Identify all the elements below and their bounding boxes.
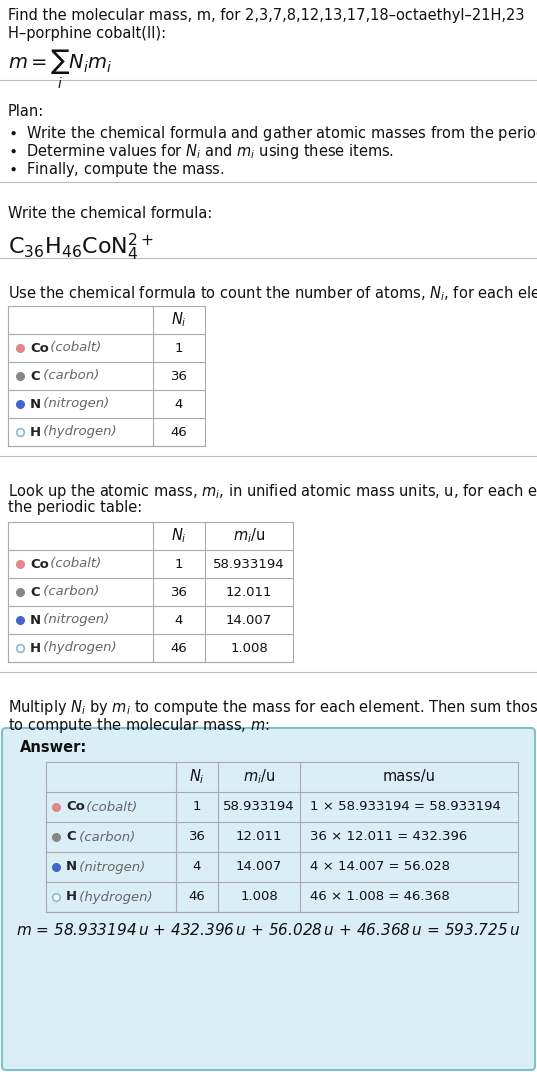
Text: mass/u: mass/u bbox=[382, 770, 436, 785]
Text: 46: 46 bbox=[188, 890, 205, 903]
Text: 14.007: 14.007 bbox=[226, 613, 272, 626]
Text: 36: 36 bbox=[188, 830, 206, 843]
Text: H: H bbox=[30, 641, 41, 654]
Text: $\bullet$  Determine values for $N_i$ and $m_i$ using these items.: $\bullet$ Determine values for $N_i$ and… bbox=[8, 142, 394, 161]
Text: (carbon): (carbon) bbox=[39, 370, 99, 383]
Text: Look up the atomic mass, $m_i$, in unified atomic mass units, u, for each elemen: Look up the atomic mass, $m_i$, in unifi… bbox=[8, 482, 537, 501]
Text: Write the chemical formula:: Write the chemical formula: bbox=[8, 206, 212, 221]
Text: Co: Co bbox=[30, 557, 49, 570]
Text: 1: 1 bbox=[193, 801, 201, 814]
Text: $\mathregular{C_{36}H_{46}CoN_4^{2+}}$: $\mathregular{C_{36}H_{46}CoN_4^{2+}}$ bbox=[8, 232, 154, 263]
Text: 14.007: 14.007 bbox=[236, 860, 282, 873]
Text: (carbon): (carbon) bbox=[39, 585, 99, 598]
Text: 58.933194: 58.933194 bbox=[213, 557, 285, 570]
Text: C: C bbox=[30, 585, 40, 598]
Text: $m_i$/u: $m_i$/u bbox=[233, 527, 265, 545]
Text: Plan:: Plan: bbox=[8, 103, 44, 119]
Text: 4 × 14.007 = 56.028: 4 × 14.007 = 56.028 bbox=[310, 860, 450, 873]
Text: to compute the molecular mass, $m$:: to compute the molecular mass, $m$: bbox=[8, 716, 270, 735]
Text: (cobalt): (cobalt) bbox=[46, 557, 101, 570]
Text: (nitrogen): (nitrogen) bbox=[39, 613, 109, 626]
Text: $\bullet$  Finally, compute the mass.: $\bullet$ Finally, compute the mass. bbox=[8, 160, 224, 179]
Text: 1: 1 bbox=[175, 342, 183, 355]
Text: 4: 4 bbox=[175, 613, 183, 626]
Text: 1.008: 1.008 bbox=[240, 890, 278, 903]
Text: N: N bbox=[30, 398, 41, 411]
Text: C: C bbox=[66, 830, 76, 843]
Text: (hydrogen): (hydrogen) bbox=[39, 426, 117, 439]
Text: C: C bbox=[30, 370, 40, 383]
Text: H: H bbox=[66, 890, 77, 903]
Text: Use the chemical formula to count the number of atoms, $N_i$, for each element:: Use the chemical formula to count the nu… bbox=[8, 284, 537, 303]
Text: 36 × 12.011 = 432.396: 36 × 12.011 = 432.396 bbox=[310, 830, 467, 843]
Text: (nitrogen): (nitrogen) bbox=[75, 860, 145, 873]
Text: (cobalt): (cobalt) bbox=[82, 801, 137, 814]
Text: $N_i$: $N_i$ bbox=[171, 310, 187, 330]
Text: 1: 1 bbox=[175, 557, 183, 570]
Text: 36: 36 bbox=[171, 585, 187, 598]
Text: 36: 36 bbox=[171, 370, 187, 383]
Text: 12.011: 12.011 bbox=[236, 830, 282, 843]
Text: 12.011: 12.011 bbox=[226, 585, 272, 598]
Text: Multiply $N_i$ by $m_i$ to compute the mass for each element. Then sum those val: Multiply $N_i$ by $m_i$ to compute the m… bbox=[8, 697, 537, 717]
FancyBboxPatch shape bbox=[2, 728, 535, 1070]
Text: H: H bbox=[30, 426, 41, 439]
Text: N: N bbox=[66, 860, 77, 873]
Text: 58.933194: 58.933194 bbox=[223, 801, 295, 814]
Text: 46: 46 bbox=[171, 426, 187, 439]
Text: N: N bbox=[30, 613, 41, 626]
Text: the periodic table:: the periodic table: bbox=[8, 500, 142, 515]
Text: Answer:: Answer: bbox=[20, 740, 87, 755]
Text: (cobalt): (cobalt) bbox=[46, 342, 101, 355]
Text: (hydrogen): (hydrogen) bbox=[75, 890, 153, 903]
Text: $\bullet$  Write the chemical formula and gather atomic masses from the periodic: $\bullet$ Write the chemical formula and… bbox=[8, 124, 537, 143]
Text: 46 × 1.008 = 46.368: 46 × 1.008 = 46.368 bbox=[310, 890, 450, 903]
Text: $N_i$: $N_i$ bbox=[189, 768, 205, 786]
Text: (nitrogen): (nitrogen) bbox=[39, 398, 109, 411]
Text: H–porphine cobalt(II):: H–porphine cobalt(II): bbox=[8, 26, 166, 41]
Text: Find the molecular mass, m, for 2,3,7,8,12,13,17,18–octaethyl–21H,23: Find the molecular mass, m, for 2,3,7,8,… bbox=[8, 8, 525, 23]
Text: Co: Co bbox=[30, 342, 49, 355]
Text: Co: Co bbox=[66, 801, 85, 814]
Text: 1 × 58.933194 = 58.933194: 1 × 58.933194 = 58.933194 bbox=[310, 801, 501, 814]
Text: $N_i$: $N_i$ bbox=[171, 527, 187, 545]
Text: $m = \sum_i N_i m_i$: $m = \sum_i N_i m_i$ bbox=[8, 49, 112, 92]
Text: $m$ = 58.933194$\,$u + 432.396$\,$u + 56.028$\,$u + 46.368$\,$u = 593.725$\,$u: $m$ = 58.933194$\,$u + 432.396$\,$u + 56… bbox=[16, 922, 521, 938]
Text: $m_i$/u: $m_i$/u bbox=[243, 768, 275, 786]
Text: 4: 4 bbox=[193, 860, 201, 873]
Text: 1.008: 1.008 bbox=[230, 641, 268, 654]
Text: 46: 46 bbox=[171, 641, 187, 654]
Text: (carbon): (carbon) bbox=[75, 830, 135, 843]
Text: 4: 4 bbox=[175, 398, 183, 411]
Text: (hydrogen): (hydrogen) bbox=[39, 641, 117, 654]
